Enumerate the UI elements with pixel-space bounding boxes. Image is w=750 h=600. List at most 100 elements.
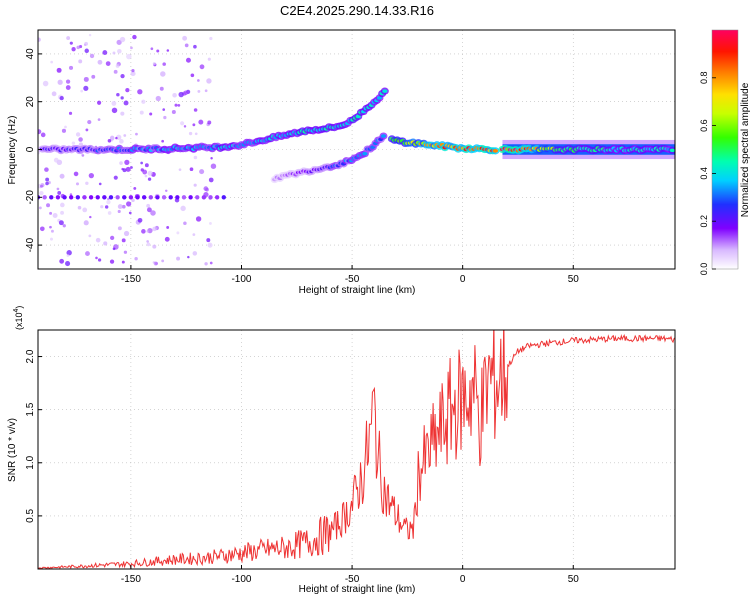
spectrogram-speckle bbox=[207, 57, 211, 61]
scale-factor-base: (x10 bbox=[14, 312, 24, 330]
snr-panel: -150 -100 -50 0 50 0.5 1.0 1.5 2.0 Height of st… bbox=[7, 306, 676, 595]
spectrogram-speckle bbox=[60, 210, 64, 215]
spectrogram-ridge-cell bbox=[380, 134, 387, 138]
spectrogram-cell bbox=[148, 195, 154, 200]
spectrogram-speckle bbox=[210, 156, 213, 160]
spectrogram-speckle bbox=[44, 167, 49, 172]
spectrogram-cell bbox=[68, 195, 74, 200]
spectrogram-speckle bbox=[166, 226, 170, 229]
spectrogram-speckle bbox=[112, 247, 116, 251]
spectrogram-speckle bbox=[100, 205, 104, 209]
spectrogram-speckle bbox=[183, 125, 187, 128]
spectrogram-speckle bbox=[137, 89, 143, 95]
spectrogram-cell bbox=[42, 195, 47, 200]
spectrogram-x-tick-label: 0 bbox=[460, 274, 466, 285]
spectrogram-speckle bbox=[111, 107, 118, 114]
spectrogram-speckle bbox=[40, 184, 43, 188]
spectrogram-speckle bbox=[126, 201, 132, 207]
spectrogram-speckle bbox=[166, 49, 170, 52]
spectrogram-speckle bbox=[66, 250, 72, 256]
spectrogram-speckle bbox=[130, 46, 133, 50]
spectrogram-speckle bbox=[97, 118, 101, 121]
spectrogram-speckle bbox=[171, 110, 176, 115]
spectrogram-y-tick-label: 0 bbox=[25, 146, 36, 152]
spectrogram-speckle bbox=[209, 36, 213, 41]
snr-y-tick-label: 2.0 bbox=[25, 349, 36, 363]
spectrogram-speckle bbox=[161, 139, 165, 143]
spectrogram-speckle bbox=[51, 91, 57, 97]
spectrogram-speckle bbox=[71, 47, 76, 52]
spectrogram-speckle bbox=[130, 166, 133, 169]
spectrogram-speckle bbox=[84, 41, 89, 46]
spectrogram-speckle bbox=[195, 216, 202, 222]
spectrogram-speckle bbox=[117, 226, 122, 231]
spectrogram-cell bbox=[195, 195, 200, 200]
spectrogram-cell bbox=[128, 195, 134, 200]
spectrogram-cell bbox=[82, 195, 87, 200]
spectrogram-speckle bbox=[131, 198, 135, 202]
spectrogram-y-tick-label: 40 bbox=[25, 48, 36, 60]
spectrogram-speckle bbox=[98, 182, 102, 186]
spectrogram-speckle bbox=[176, 231, 180, 235]
spectrogram-speckle bbox=[192, 123, 196, 127]
spectrogram-speckle bbox=[174, 103, 178, 107]
spectrogram-speckle bbox=[149, 112, 153, 116]
spectrogram-cell bbox=[168, 195, 173, 200]
spectrogram-speckle bbox=[146, 230, 149, 233]
spectrogram-ridge-cell bbox=[669, 148, 675, 153]
spectrogram-speckle bbox=[152, 244, 157, 249]
spectrogram-speckle bbox=[107, 211, 112, 215]
spectrogram-speckle bbox=[107, 197, 110, 201]
spectrogram-speckle bbox=[85, 251, 90, 256]
spectrogram-speckle bbox=[38, 37, 41, 42]
spectrogram-speckle bbox=[190, 73, 195, 78]
spectrogram-speckle bbox=[152, 62, 156, 66]
spectrogram-speckle bbox=[152, 226, 157, 232]
spectrogram-cell bbox=[155, 195, 160, 200]
spectrogram-speckle bbox=[130, 71, 136, 77]
spectrogram-speckle bbox=[178, 91, 184, 98]
spectrogram-speckle bbox=[204, 89, 208, 93]
spectrogram-speckle bbox=[50, 60, 53, 64]
spectrogram-speckle bbox=[209, 261, 213, 265]
spectrogram-speckle bbox=[97, 258, 102, 262]
spectrogram-speckle bbox=[110, 235, 115, 240]
spectrogram-speckle bbox=[82, 207, 88, 213]
spectrogram-speckle bbox=[83, 76, 89, 82]
spectrogram-speckle bbox=[192, 233, 196, 236]
spectrogram-speckle bbox=[155, 95, 161, 102]
chart-title: C2E4.2025.290.14.33.R16 bbox=[280, 3, 434, 18]
spectrogram-speckle bbox=[199, 169, 205, 175]
spectrogram-cell bbox=[122, 195, 127, 200]
spectrogram-speckle bbox=[199, 64, 205, 70]
colorbar-gradient bbox=[711, 29, 739, 270]
spectrogram-speckle bbox=[120, 73, 125, 79]
spectrogram-speckle bbox=[146, 207, 152, 213]
spectrogram-speckle bbox=[185, 57, 191, 63]
snr-y-tick-label: 0.5 bbox=[25, 509, 36, 523]
spectrogram-speckle bbox=[193, 44, 197, 49]
spectrogram-ridge-cell bbox=[362, 151, 368, 156]
spectrogram-speckle bbox=[203, 186, 209, 191]
colorbar-tick-label: 0.2 bbox=[699, 215, 709, 228]
spectrogram-cell bbox=[108, 195, 114, 200]
spectrogram-speckle bbox=[117, 209, 121, 214]
spectrogram-speckle bbox=[61, 128, 67, 133]
colorbar-label: Normalized spectral amplitude bbox=[740, 82, 750, 217]
spectrogram-speckle bbox=[80, 89, 84, 93]
colorbar-tick-label: 0.6 bbox=[699, 119, 709, 132]
spectrogram-cell bbox=[62, 195, 67, 200]
spectrogram-speckle bbox=[104, 205, 109, 209]
spectrogram-speckle bbox=[69, 193, 73, 196]
spectrogram-speckle bbox=[81, 154, 85, 157]
spectrogram-speckle bbox=[125, 88, 130, 93]
spectrogram-speckle bbox=[120, 96, 124, 100]
spectrogram-speckle bbox=[51, 229, 54, 233]
spectrogram-speckle bbox=[150, 47, 154, 51]
spectrogram-speckle bbox=[144, 163, 149, 168]
colorbar-tick-label: 0.4 bbox=[699, 167, 709, 180]
snr-x-tick-label: 50 bbox=[568, 574, 580, 585]
spectrogram-speckle bbox=[73, 171, 79, 177]
spectrogram-y-tick-label: 20 bbox=[25, 96, 36, 108]
snr-series-line bbox=[38, 330, 675, 569]
